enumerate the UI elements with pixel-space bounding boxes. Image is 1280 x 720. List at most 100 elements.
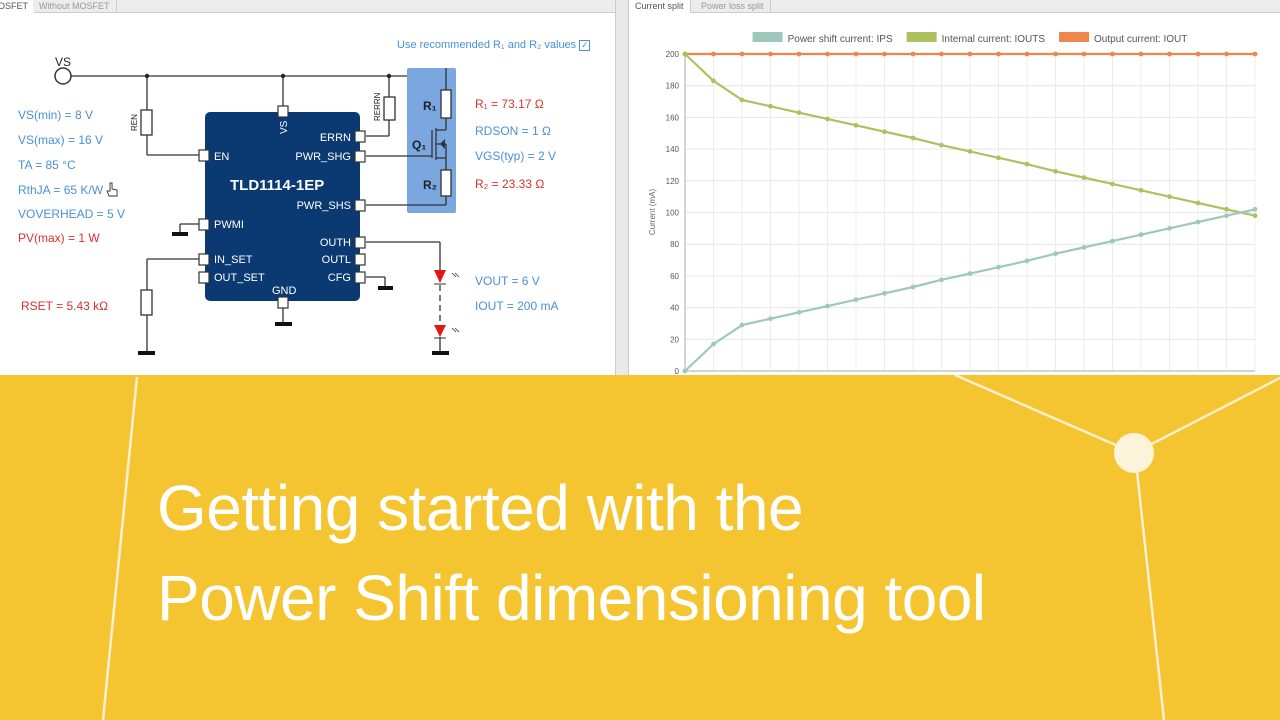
data-point[interactable] xyxy=(796,51,802,57)
legend-swatch[interactable] xyxy=(752,32,783,42)
data-point[interactable] xyxy=(1138,51,1144,57)
data-point[interactable] xyxy=(882,129,887,135)
data-point[interactable] xyxy=(825,303,830,309)
legend-label[interactable]: Power shift current: IPS xyxy=(788,34,893,45)
param-vs-max[interactable]: VS(max) = 16 V xyxy=(18,133,103,147)
data-point[interactable] xyxy=(739,51,745,57)
data-point[interactable] xyxy=(1138,232,1144,238)
tab-power-loss-split[interactable]: Power loss split xyxy=(695,0,771,12)
data-point[interactable] xyxy=(1110,51,1115,57)
y-tick-label: 160 xyxy=(666,113,680,122)
param-iout[interactable]: IOUT = 200 mA xyxy=(475,299,558,313)
schematic-tabbar: OSFET Without MOSFET xyxy=(0,0,615,13)
pin-in-set: IN_SET xyxy=(214,254,253,266)
data-point[interactable] xyxy=(1167,225,1172,231)
param-rthja[interactable]: RthJA = 65 K/W xyxy=(18,183,104,197)
data-point[interactable] xyxy=(1081,175,1087,181)
y-tick-label: 40 xyxy=(670,304,679,313)
data-point[interactable] xyxy=(1053,251,1058,257)
data-point[interactable] xyxy=(939,142,944,148)
recommend-label: Use recommended R₁ and R₂ values xyxy=(397,39,577,51)
data-point[interactable] xyxy=(1224,206,1229,212)
data-point[interactable] xyxy=(882,51,887,57)
data-point[interactable] xyxy=(1167,194,1172,200)
data-point[interactable] xyxy=(1024,258,1030,264)
node-circle xyxy=(1114,433,1154,473)
legend-label[interactable]: Output current: IOUT xyxy=(1094,34,1187,45)
data-point[interactable] xyxy=(939,277,944,283)
data-point[interactable] xyxy=(682,51,688,57)
data-point[interactable] xyxy=(739,97,745,103)
data-point[interactable] xyxy=(967,149,973,154)
y-tick-label: 200 xyxy=(666,50,680,59)
recommend-checkbox-row[interactable]: Use recommended R₁ and R₂ values ✓ xyxy=(397,39,591,51)
data-point[interactable] xyxy=(1024,51,1030,57)
data-point[interactable] xyxy=(1081,51,1087,57)
data-point[interactable] xyxy=(1195,200,1201,206)
y-tick-label: 80 xyxy=(670,240,679,249)
legend-swatch[interactable] xyxy=(906,32,937,42)
data-point[interactable] xyxy=(825,51,830,57)
data-point[interactable] xyxy=(996,51,1001,57)
pin-outl: OUTL xyxy=(322,254,351,266)
param-ta[interactable]: TA = 85 °C xyxy=(18,158,76,172)
data-point[interactable] xyxy=(796,110,802,116)
data-point[interactable] xyxy=(796,309,802,315)
label-rerrn: RERRN xyxy=(373,92,382,121)
data-point[interactable] xyxy=(882,290,887,296)
data-point[interactable] xyxy=(1252,206,1258,212)
param-vout[interactable]: VOUT = 6 V xyxy=(475,274,540,288)
data-point[interactable] xyxy=(825,116,830,122)
pin-gnd: GND xyxy=(272,285,297,297)
data-point[interactable] xyxy=(1053,168,1058,174)
data-point[interactable] xyxy=(939,51,944,57)
data-point[interactable] xyxy=(910,284,916,290)
data-point[interactable] xyxy=(1224,213,1229,219)
data-point[interactable] xyxy=(711,341,716,347)
chart-tabbar: Current split Power loss split xyxy=(629,0,1280,13)
data-point[interactable] xyxy=(739,322,745,328)
pin-cfg: CFG xyxy=(328,272,351,284)
legend-label[interactable]: Internal current: IOUTS xyxy=(942,34,1046,45)
recommend-checkbox[interactable]: ✓ xyxy=(579,39,591,51)
param-vgs[interactable]: VGS(typ) = 2 V xyxy=(475,149,556,163)
data-point[interactable] xyxy=(996,264,1001,270)
tab-without-mosfet[interactable]: Without MOSFET xyxy=(33,0,117,12)
data-point[interactable] xyxy=(853,122,859,128)
data-point[interactable] xyxy=(1224,51,1229,57)
data-point[interactable] xyxy=(1053,51,1058,57)
resistor-rerrn xyxy=(383,96,396,121)
data-point[interactable] xyxy=(967,51,973,57)
data-point[interactable] xyxy=(1138,187,1144,193)
schematic-panel: OSFET Without MOSFET Use recommended R₁ … xyxy=(0,0,616,375)
data-point[interactable] xyxy=(910,135,916,141)
data-point[interactable] xyxy=(711,78,716,84)
data-point[interactable] xyxy=(853,297,859,303)
data-point[interactable] xyxy=(1024,161,1030,167)
data-point[interactable] xyxy=(1167,51,1172,57)
data-point[interactable] xyxy=(853,51,859,57)
data-point[interactable] xyxy=(1110,238,1115,244)
param-voverhead[interactable]: VOVERHEAD = 5 V xyxy=(18,207,125,221)
data-point[interactable] xyxy=(1195,51,1201,57)
data-point[interactable] xyxy=(1195,219,1201,225)
tab-current-split[interactable]: Current split xyxy=(629,0,691,13)
data-point[interactable] xyxy=(1110,181,1115,187)
param-vs-min[interactable]: VS(min) = 8 V xyxy=(18,108,93,122)
legend-swatch[interactable] xyxy=(1059,32,1090,42)
data-point[interactable] xyxy=(996,155,1001,161)
data-point[interactable] xyxy=(682,368,688,374)
data-point[interactable] xyxy=(768,51,773,57)
data-point[interactable] xyxy=(910,51,916,57)
data-point[interactable] xyxy=(1081,244,1087,250)
data-point[interactable] xyxy=(967,271,973,276)
data-point[interactable] xyxy=(1252,213,1258,219)
data-point[interactable] xyxy=(711,51,716,57)
data-point[interactable] xyxy=(768,103,773,109)
led-icon xyxy=(434,270,460,339)
data-point[interactable] xyxy=(768,316,773,322)
hand-cursor-icon xyxy=(106,182,118,197)
param-rdson[interactable]: RDSON = 1 Ω xyxy=(475,124,551,138)
data-point[interactable] xyxy=(1252,51,1258,57)
param-rset: RSET = 5.43 kΩ xyxy=(21,299,108,313)
